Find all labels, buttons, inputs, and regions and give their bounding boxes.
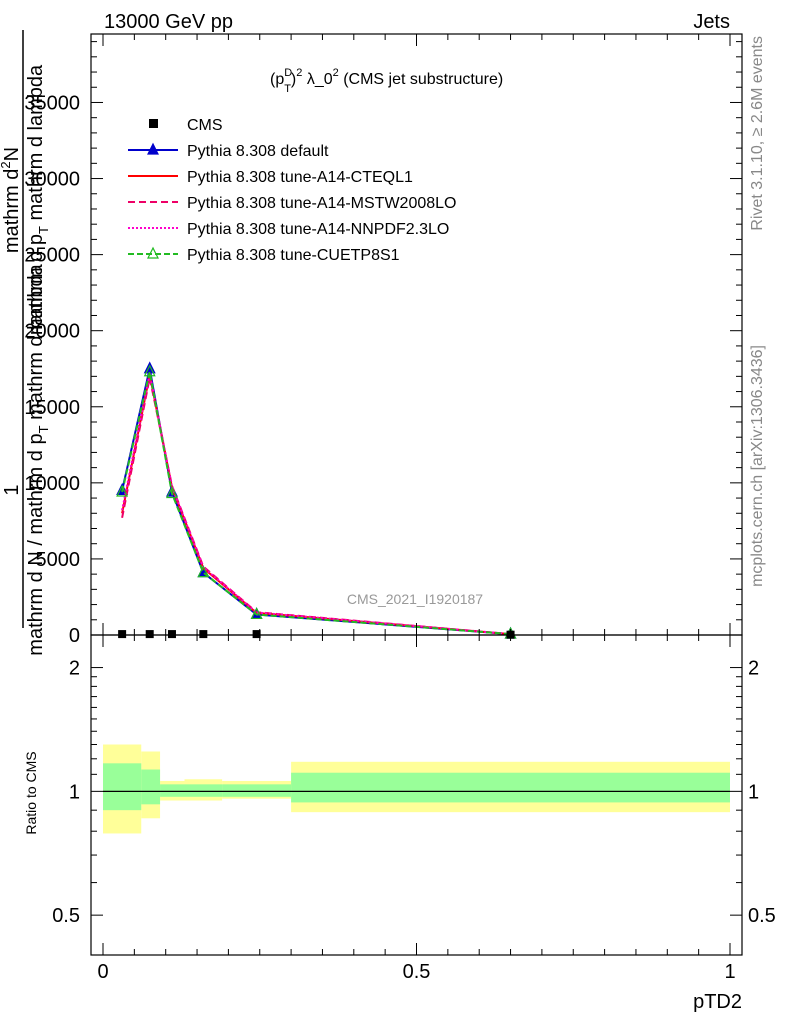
series-marker-0 (143, 361, 156, 374)
ylabel-line-dn: mathrm d N / mathrm d pT mathrm d lambda (25, 263, 51, 655)
series-marker-4 (250, 607, 263, 620)
ratio-y-tick-label: 0.5 (52, 905, 80, 927)
ratio-y-tick-label-right: 2 (748, 658, 759, 680)
x-axis-label: pTD2 (693, 991, 742, 1013)
main-y-tick-label: 10000 (24, 473, 80, 495)
legend-marker-0 (147, 142, 159, 155)
cms-data-point (167, 630, 176, 639)
legend-label-1: Pythia 8.308 tune-A14-CTEQL1 (187, 169, 413, 186)
legend-label-2: Pythia 8.308 tune-A14-MSTW2008LO (187, 195, 456, 212)
ratio-bands-layer (103, 744, 730, 834)
legend-cms-marker (149, 119, 158, 128)
ratio-y-tick-label: 2 (69, 658, 80, 680)
ratio-stat-band (291, 772, 730, 803)
cms-data-point (252, 630, 261, 639)
series-marker-4 (197, 565, 210, 578)
ratio-stat-band (103, 763, 142, 811)
cms-data-point (118, 630, 127, 639)
ylabel-line-dpt: mathrm d pT mathrm d lambda (25, 64, 51, 335)
main-y-tick-label: 30000 (24, 169, 80, 191)
ratio-y-tick-label-right: 0.5 (748, 905, 776, 927)
series-line-3 (121, 373, 511, 636)
series-marker-4 (165, 486, 178, 499)
ratio-stat-band (160, 784, 185, 797)
series-marker-4 (116, 484, 129, 497)
ratio-y-tick-label-right: 1 (748, 781, 759, 803)
header-energy-label: 13000 GeV pp (104, 11, 233, 33)
main-y-tick-label: 5000 (36, 549, 81, 571)
series-marker-4 (143, 364, 156, 377)
legend-label-0: Pythia 8.308 default (187, 143, 329, 160)
legend: CMS Pythia 8.308 default Pythia 8.308 tune… (128, 117, 456, 264)
x-tick-label: 0 (97, 961, 108, 983)
main-axes: 0 5000 10000 15000 20000 25000 30000 35000 (24, 33, 743, 647)
x-tick-label: 0.5 (403, 961, 431, 983)
ratio-y-tick-label: 1 (69, 781, 80, 803)
header-jets-label: Jets (693, 11, 730, 33)
main-y-tick-label: 0 (69, 625, 80, 647)
main-y-tick-label: 25000 (24, 245, 80, 267)
series-line-4 (121, 371, 511, 636)
x-tick-label: 1 (724, 961, 735, 983)
main-y-axis-label: 1 mathrm d N / mathrm d pT mathrm d lamb… (0, 30, 51, 656)
main-y-tick-label: 20000 (24, 321, 80, 343)
analysis-watermark: CMS_2021_I1920187 (347, 591, 483, 607)
legend-marker-4 (147, 246, 159, 259)
ylabel-numerator-one: 1 (1, 484, 23, 495)
legend-label-4: Pythia 8.308 tune-CUETP8S1 (187, 247, 400, 264)
cms-data-point (145, 630, 154, 639)
ylabel-line-d2n: mathrm d2N (0, 147, 23, 253)
mcplots-label: mcplots.cern.ch [arXiv:1306.3436] (749, 345, 766, 587)
main-plot-title: (pD T)2 λ_02 (CMS jet substructure) (270, 67, 503, 95)
legend-cms-label: CMS (187, 117, 223, 134)
cms-data-point (199, 630, 208, 639)
ratio-stat-band (222, 784, 292, 797)
ratio-axes: 0.5 0.5 1 1 2 2 0 0.5 1 (52, 634, 776, 983)
ratio-y-axis-label: Ratio to CMS (23, 751, 39, 834)
rivet-version-label: Rivet 3.1.10, ≥ 2.6M events (749, 36, 766, 231)
svg-text:(pDT)2 λ_02 (CMS jet substruct: (pD T)2 λ_02 (CMS jet substructure) (270, 67, 503, 95)
main-y-tick-label: 15000 (24, 397, 80, 419)
ratio-stat-band (184, 784, 223, 797)
legend-label-3: Pythia 8.308 tune-A14-NNPDF2.3LO (187, 221, 449, 238)
series-line-2 (121, 377, 511, 636)
main-y-tick-label: 35000 (24, 92, 80, 114)
ratio-stat-band (141, 769, 161, 805)
